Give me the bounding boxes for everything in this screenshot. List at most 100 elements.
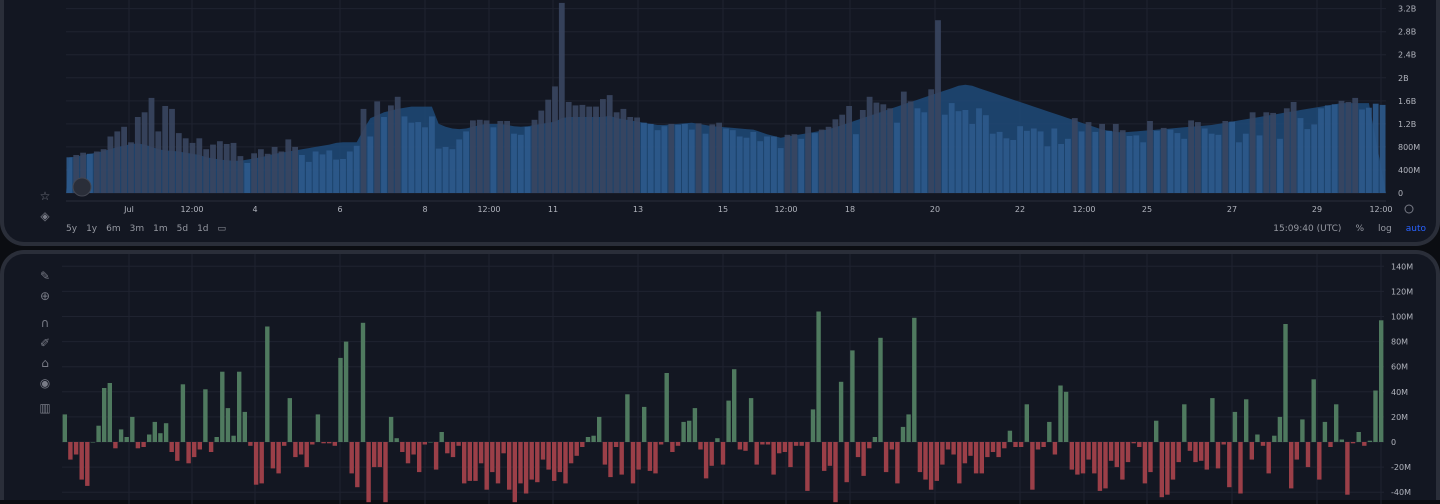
volume-bar	[647, 123, 654, 193]
log-toggle[interactable]: log	[1378, 224, 1392, 234]
volume-bar	[866, 96, 873, 193]
delta-bar	[1260, 442, 1266, 446]
volume-bar	[1359, 109, 1365, 193]
volume-bar	[600, 99, 606, 193]
delta-bar	[180, 384, 186, 442]
volume-bar	[1379, 104, 1386, 193]
volume-bar	[517, 134, 524, 193]
delta-bar	[1294, 442, 1299, 460]
range-1m-button[interactable]: 1m	[153, 224, 168, 234]
delta-bar	[957, 442, 962, 484]
magnet-icon[interactable]: ∩	[40, 316, 50, 330]
volume-bar	[388, 105, 394, 193]
volume-bar	[511, 133, 517, 193]
logo-icon	[72, 177, 92, 197]
auto-toggle[interactable]: auto	[1405, 224, 1426, 234]
delta-bar	[265, 326, 270, 442]
volume-bar	[278, 151, 285, 193]
volume-bar	[1290, 102, 1297, 193]
calendar-range-icon[interactable]: ▭	[217, 224, 227, 234]
delta-bar	[450, 442, 456, 458]
drawing-toolbar: ✎ ⊕ ∩ ✐ ⌂ ◉ ▥	[28, 266, 62, 418]
delta-bar	[642, 406, 647, 442]
volume-bar	[470, 120, 476, 193]
volume-bar	[340, 159, 346, 193]
y-tick-label: 2.8B	[1398, 28, 1416, 37]
delta-bar	[1035, 442, 1041, 450]
delta-bar	[147, 434, 152, 442]
delta-bar	[1024, 404, 1029, 442]
delta-bar	[855, 442, 861, 458]
range-3m-button[interactable]: 3m	[129, 224, 145, 234]
delta-bar	[1131, 442, 1136, 444]
volume-bar	[743, 137, 750, 193]
delta-bar	[928, 442, 934, 490]
layers-icon[interactable]: ◈	[40, 209, 50, 223]
volume-bar	[1366, 107, 1372, 193]
delta-bar	[315, 414, 321, 442]
ruler-icon[interactable]: ✎	[39, 269, 51, 283]
star-icon[interactable]: ☆	[39, 189, 51, 203]
delta-bar	[394, 438, 399, 442]
volume-bar	[1311, 124, 1318, 193]
delta-bar	[675, 442, 681, 446]
volume-bar	[1283, 108, 1290, 193]
range-5y-button[interactable]: 5y	[66, 224, 78, 234]
x-tick-label: 12:00	[1369, 205, 1392, 214]
volume-bar	[326, 150, 333, 193]
delta-bar	[681, 421, 686, 442]
y-tick-label: 400M	[1398, 166, 1420, 175]
delta-bar	[906, 414, 911, 442]
volume-bar	[709, 124, 716, 193]
delta-bar	[422, 442, 427, 445]
delta-bar	[490, 442, 495, 473]
x-tick-label: 18	[845, 205, 855, 214]
delta-bar	[613, 442, 619, 447]
percent-toggle[interactable]: %	[1355, 224, 1364, 234]
delta-bar	[664, 373, 669, 442]
trash-icon[interactable]: ▥	[39, 401, 51, 415]
range-1d-button[interactable]: 1d	[197, 224, 209, 234]
delta-bar	[141, 442, 146, 447]
delta-bar	[287, 398, 292, 442]
delta-bar	[332, 442, 337, 446]
delta-bar	[872, 437, 878, 442]
delta-bar	[788, 442, 793, 468]
range-5d-button[interactable]: 5d	[176, 224, 189, 234]
delta-bar	[1311, 379, 1316, 442]
volume-bar	[87, 153, 93, 193]
delta-bar	[68, 442, 73, 460]
volume-bar	[66, 157, 73, 193]
delta-bar	[917, 442, 923, 473]
delta-bar	[973, 442, 979, 474]
range-6m-button[interactable]: 6m	[106, 224, 121, 234]
volume-bar	[100, 149, 107, 193]
volume-bar	[422, 127, 428, 193]
delta-bar	[1120, 442, 1125, 480]
delta-bar	[90, 442, 96, 443]
volume-bar	[1242, 133, 1249, 193]
delta-bar	[535, 442, 540, 483]
range-1y-button[interactable]: 1y	[86, 224, 98, 234]
volume-bar	[1338, 100, 1345, 193]
volume-bar	[346, 151, 353, 193]
delta-bar	[585, 437, 591, 442]
eye-icon[interactable]: ◉	[39, 376, 51, 390]
volume-bar	[1174, 133, 1181, 193]
pencil-lock-icon[interactable]: ✐	[39, 336, 51, 350]
volume-bar	[1215, 134, 1222, 193]
delta-bar	[411, 442, 416, 455]
delta-bar	[1322, 421, 1328, 442]
volume-bar	[798, 138, 805, 193]
zoom-in-icon[interactable]: ⊕	[39, 289, 51, 303]
x-tick-label: 12:00	[477, 205, 500, 214]
clock-time[interactable]: 15:09:40 (UTC)	[1273, 224, 1342, 234]
lock-icon[interactable]: ⌂	[41, 356, 49, 370]
delta-bar	[124, 437, 129, 442]
delta-bar	[400, 442, 405, 452]
volume-bar	[237, 156, 244, 193]
y-tick-label: 0	[1398, 189, 1403, 198]
volume-bar	[894, 122, 900, 193]
delta-bar	[1193, 442, 1198, 463]
delta-bar	[507, 442, 512, 490]
